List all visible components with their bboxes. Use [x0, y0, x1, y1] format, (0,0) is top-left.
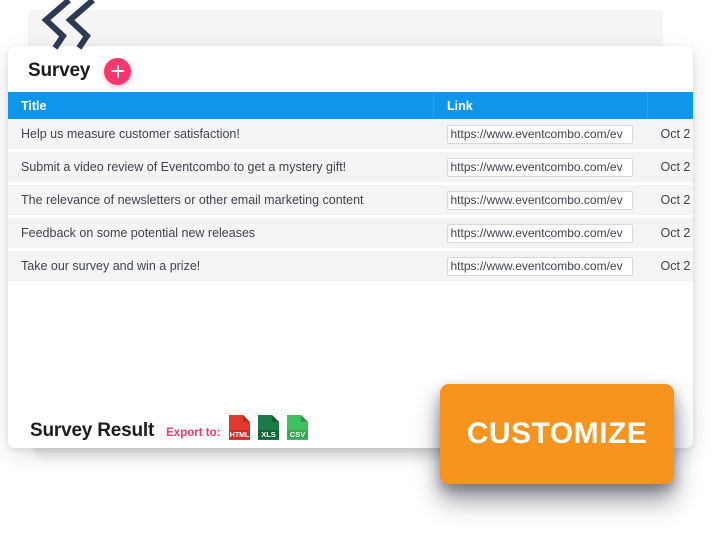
cell-title: Submit a video review of Eventcombo to g…: [8, 150, 434, 185]
page-title: Survey: [28, 60, 91, 81]
cell-date: Oct 2: [647, 249, 693, 284]
export-csv-button[interactable]: CSV: [286, 414, 309, 441]
export-html-button[interactable]: HTML: [228, 414, 251, 441]
table-row[interactable]: Feedback on some potential new releases …: [8, 216, 693, 251]
customize-button[interactable]: CUSTOMIZE: [440, 384, 674, 484]
cell-date: Oct 2: [647, 216, 693, 251]
cell-link: [433, 119, 648, 152]
table-row[interactable]: Submit a video review of Eventcombo to g…: [8, 150, 693, 185]
column-header-link[interactable]: Link: [433, 92, 648, 119]
cell-title: The relevance of newsletters or other em…: [8, 183, 434, 218]
cell-date: Oct 2: [647, 183, 693, 218]
survey-link-input[interactable]: [446, 124, 633, 144]
cell-link: [433, 216, 648, 251]
table-header-row: Title Link: [8, 92, 693, 119]
survey-link-input[interactable]: [446, 157, 633, 177]
table-row[interactable]: Take our survey and win a prize! Oct 2: [8, 249, 693, 284]
cell-date: Oct 2: [647, 119, 693, 152]
table-header: Title Link: [8, 92, 693, 119]
survey-card: Survey Title Link Help us measure custom…: [8, 46, 693, 448]
cell-link: [433, 249, 648, 284]
export-csv-label: CSV: [290, 430, 305, 439]
column-header-title[interactable]: Title: [8, 92, 434, 119]
table-row[interactable]: Help us measure customer satisfaction! O…: [8, 119, 693, 152]
survey-table: Title Link Help us measure customer sati…: [8, 92, 693, 284]
survey-link-input[interactable]: [446, 256, 633, 276]
column-header-date[interactable]: [647, 92, 693, 119]
cell-link: [433, 150, 648, 185]
cell-title: Feedback on some potential new releases: [8, 216, 434, 251]
export-xls-button[interactable]: XLS: [257, 414, 280, 441]
cell-date: Oct 2: [647, 150, 693, 185]
export-to-label: Export to:: [166, 427, 221, 439]
table-row[interactable]: The relevance of newsletters or other em…: [8, 183, 693, 218]
survey-link-input[interactable]: [446, 223, 633, 243]
add-survey-button[interactable]: [104, 57, 132, 85]
table-body: Help us measure customer satisfaction! O…: [8, 119, 693, 284]
cell-title: Take our survey and win a prize!: [8, 249, 434, 284]
survey-result-title: Survey Result: [30, 420, 155, 441]
cell-title: Help us measure customer satisfaction!: [8, 119, 434, 152]
cell-link: [433, 183, 648, 218]
survey-result-section: Survey Result Export to: HTML XLS: [30, 414, 309, 442]
export-icons-group: HTML XLS CSV: [228, 414, 309, 441]
card-header: Survey: [8, 46, 693, 92]
survey-link-input[interactable]: [446, 190, 633, 210]
export-xls-label: XLS: [262, 430, 277, 439]
export-html-label: HTML: [230, 432, 250, 439]
